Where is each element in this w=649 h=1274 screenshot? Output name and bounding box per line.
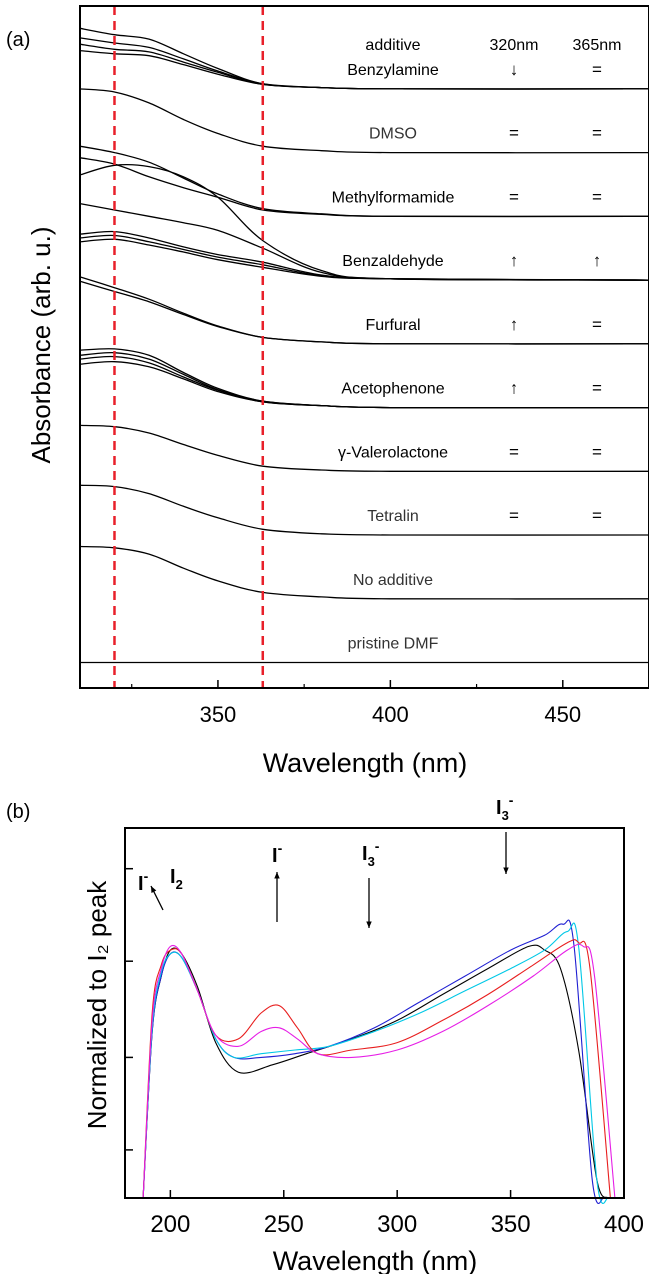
panel-b-xlabel: Wavelength (nm) <box>273 1246 478 1274</box>
arrow-iodide-left-head <box>151 886 157 893</box>
row-320-methylformamide: = <box>509 187 519 206</box>
spectrum-methylformamide-1 <box>79 157 649 218</box>
x-tick-label: 350 <box>491 1211 531 1238</box>
row-label-dmso: DMSO <box>369 126 417 143</box>
row-365-furfural: = <box>592 315 602 334</box>
arrow-triiodide-right-head <box>503 867 509 874</box>
panel-a-xlabel: Wavelength (nm) <box>263 748 468 778</box>
row-label-furfural: Furfural <box>365 317 420 334</box>
panel-b-x-ticks: 200 250 300 350 400 <box>150 1190 644 1238</box>
row-320-benzaldehyde: ↑ <box>510 251 519 270</box>
spectrum-acetophenone-3 <box>79 360 649 409</box>
spectrum-series-1 <box>142 919 605 1204</box>
spectrum--valerolactone-0 <box>79 424 649 473</box>
x-tick-label: 450 <box>544 702 581 727</box>
spectrum-dmso-0 <box>79 88 649 154</box>
row-365-dmso: = <box>592 124 602 143</box>
row-365-acetophenone: = <box>592 379 602 398</box>
row-label-acetophenone: Acetophenone <box>341 381 444 398</box>
row-320-furfural: ↑ <box>510 315 519 334</box>
row-320-benzylamine: ↓ <box>510 60 519 79</box>
spectrum-benzaldehyde-4 <box>79 238 649 281</box>
spectrum-series-3 <box>142 939 611 1199</box>
panel-a-label: (a) <box>6 29 30 51</box>
spectrum-acetophenone-0 <box>79 348 649 409</box>
panel-b-label: (b) <box>6 801 30 823</box>
x-tick-label: 200 <box>150 1211 190 1238</box>
panel-a: (a) Absorbance (arb. u.) additive 320nm … <box>6 5 649 778</box>
annotation-triiodide-right: I3- <box>496 792 514 823</box>
annotation-iodide-mid: I- <box>272 840 283 867</box>
panel-a-row-labels: Benzylamine ↓ = DMSO = = Methylformamide = = Benz… <box>332 60 602 653</box>
x-tick-label: 400 <box>372 702 409 727</box>
spectrum-series-2 <box>142 922 609 1204</box>
annotation-iodide-left: I- <box>138 868 149 895</box>
panel-b-plot <box>125 867 616 1204</box>
spectrum-no-additive-0 <box>79 545 649 600</box>
row-365-methylformamide: = <box>592 187 602 206</box>
row-365-tetralin: = <box>592 506 602 525</box>
x-tick-label: 300 <box>377 1211 417 1238</box>
panel-b-ylabel-text: Normalized to I₂ peak <box>82 880 112 1130</box>
panel-a-plot <box>79 6 649 688</box>
annotation-i2: I2 <box>170 866 183 892</box>
panel-b-ylabel: Normalized to I₂ peak <box>82 880 112 1130</box>
row-label-methylformamide: Methylformamide <box>332 189 455 206</box>
row-label-benzylamine: Benzylamine <box>347 62 439 79</box>
row-365--valerolactone: = <box>592 442 602 461</box>
x-tick-label: 350 <box>200 702 237 727</box>
spectrum-benzylamine-3 <box>79 49 649 90</box>
row-320-acetophenone: ↑ <box>510 379 519 398</box>
panel-b-annotations: I- I2 I- I3- I3- <box>138 792 514 928</box>
header-320nm: 320nm <box>490 37 539 54</box>
panel-a-ylabel: Absorbance (arb. u.) <box>26 226 56 463</box>
row-label--valerolactone: γ-Valerolactone <box>338 444 448 461</box>
header-365nm: 365nm <box>573 37 622 54</box>
spectrum-series-4 <box>142 943 616 1199</box>
spectrum-furfural-1 <box>79 280 649 345</box>
panel-a-x-ticks: 350 400 450 <box>131 680 581 727</box>
row-label-no-additive: No additive <box>353 572 433 589</box>
header-additive: additive <box>365 37 420 54</box>
row-365-benzylamine: = <box>592 60 602 79</box>
row-label-tetralin: Tetralin <box>367 508 419 525</box>
x-tick-label: 400 <box>604 1211 644 1238</box>
panel-b-frame <box>124 827 625 1199</box>
row-320-dmso: = <box>509 124 519 143</box>
row-320--valerolactone: = <box>509 442 519 461</box>
arrow-triiodide-mid-head <box>366 921 372 928</box>
panel-b: (b) Normalized to I₂ peak I- I2 I- I3- I3- 2… <box>6 792 644 1274</box>
spectrum-series-0 <box>142 944 609 1199</box>
x-tick-label: 250 <box>264 1211 304 1238</box>
row-label-pristine-dmf: pristine DMF <box>348 636 439 653</box>
arrow-iodide-mid-head <box>274 872 280 879</box>
spectrum-tetralin-0 <box>79 484 649 536</box>
row-365-benzaldehyde: ↑ <box>593 251 602 270</box>
row-320-tetralin: = <box>509 506 519 525</box>
spectrum-furfural-0 <box>79 276 649 345</box>
panel-a-frame <box>79 5 649 689</box>
row-label-benzaldehyde: Benzaldehyde <box>342 253 444 270</box>
annotation-triiodide-mid: I3- <box>362 838 380 869</box>
